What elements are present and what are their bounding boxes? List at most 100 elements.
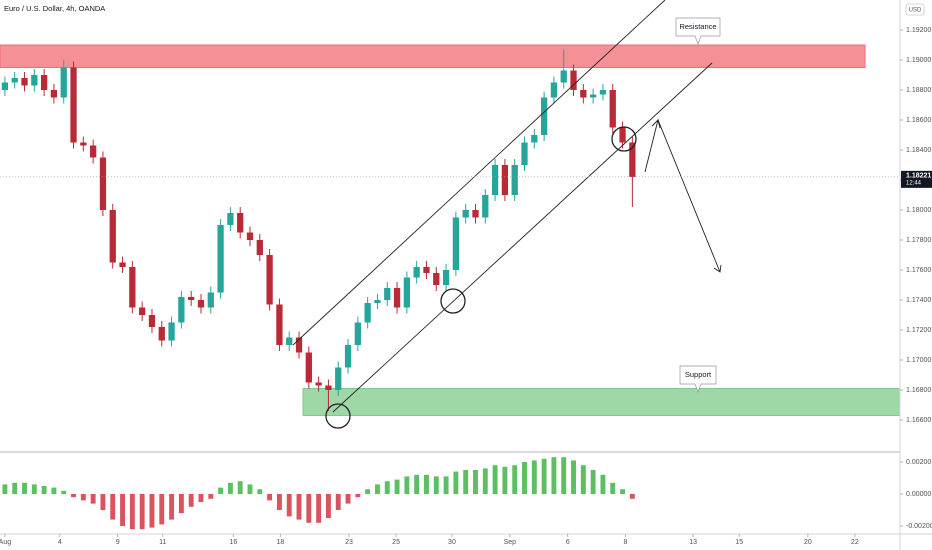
x-tick-label: 13 [689,539,697,546]
candle-body [188,297,195,300]
candle-body [580,90,587,98]
candle-body [590,94,597,98]
oscillator-bar [306,494,312,523]
oscillator-bar [276,494,282,510]
y-tick-label: 1.18000 [906,207,931,214]
oscillator-bar [512,465,518,494]
x-tick-label: 9 [116,539,120,546]
oscillator-bar [620,489,625,494]
circle-marker [325,403,351,429]
candle-body [60,67,67,98]
candle-body [1,82,9,90]
y-tick-label: -0.00200 [906,523,932,530]
x-tick-label: Aug [0,539,11,546]
candle-body [256,240,263,255]
x-tick-label: 15 [735,539,743,546]
candle-body [109,210,116,263]
oscillator-bar [590,470,596,494]
oscillator-bar [296,494,302,520]
oscillator-bar [316,494,322,523]
candle-body [354,322,361,345]
y-tick-label: 1.19000 [906,57,931,64]
y-tick-label: 1.17400 [906,297,931,304]
candle-body [452,217,460,270]
callout-box [675,17,721,45]
candle-body [491,165,499,195]
oscillator-bar [473,470,478,494]
candle-body [609,90,616,128]
zone [0,44,866,68]
x-tick-label: 8 [624,539,628,546]
oscillator-bar [424,474,429,494]
candle-body [50,90,58,98]
currency-box[interactable] [905,3,925,16]
candle-body [472,210,479,218]
candle-body [119,262,126,267]
channel-lower [332,62,713,413]
oscillator-bar [365,489,371,494]
oscillator-bar [2,484,8,494]
countdown: 12:44 [906,180,922,186]
oscillator-bar [51,487,57,494]
candle-body [276,304,283,345]
candle-body [531,135,538,143]
oscillator-bar [443,476,449,494]
candle-body [217,225,224,293]
candle-body [521,142,528,165]
candle-body [99,157,107,210]
candle-body [295,337,303,353]
candle-body [403,277,410,308]
oscillator-bar [394,479,400,494]
oscillator-bar [453,471,459,494]
candle-body [344,345,352,368]
circle-marker [440,288,466,314]
y-tick-label: 1.16600 [906,417,931,424]
candle-body [80,142,87,146]
oscillator-bar [90,494,96,504]
y-tick-label: 0.00000 [906,491,931,498]
oscillator-bar [31,484,37,494]
oscillator-bar [384,481,390,494]
oscillator-bar [482,468,488,494]
candle-body [413,267,420,278]
candle-body [168,322,175,341]
oscillator-bar [345,494,351,504]
oscillator-bar [414,474,420,494]
candles [1,49,636,411]
candle-body [482,195,489,218]
oscillator-bar [198,494,204,502]
oscillator-bar [551,457,557,494]
candle-body [629,142,636,177]
candle-body [237,213,244,233]
zone [302,388,901,416]
y-tick-label: 1.16800 [906,387,931,394]
zones [0,44,901,416]
oscillator-bar [531,460,537,494]
oscillator-bar [580,465,586,494]
candle-body [40,75,48,90]
channel-upper [292,0,666,346]
oscillator-bar [149,494,155,528]
oscillator-bar [227,482,233,494]
oscillator-bar [247,484,253,494]
candle-body [246,232,254,240]
candle-body [393,288,401,308]
x-tick-label: 20 [804,539,812,546]
arrow-head [651,119,661,129]
last-price-label: 1.18221 [906,173,931,180]
oscillator-bar [218,487,224,494]
y-tick-label: 1.17200 [906,327,931,334]
candle-body [31,75,38,86]
oscillator [2,457,635,530]
candle-body [364,303,371,323]
candle-body [207,292,214,308]
oscillator-bar [159,494,165,525]
candle-body [540,97,548,135]
oscillator-bar [80,494,86,501]
oscillator-bar [41,486,47,494]
candle-body [178,297,185,323]
oscillator-bar [22,482,27,494]
arrow-head [713,264,722,273]
candle-body [325,385,332,390]
